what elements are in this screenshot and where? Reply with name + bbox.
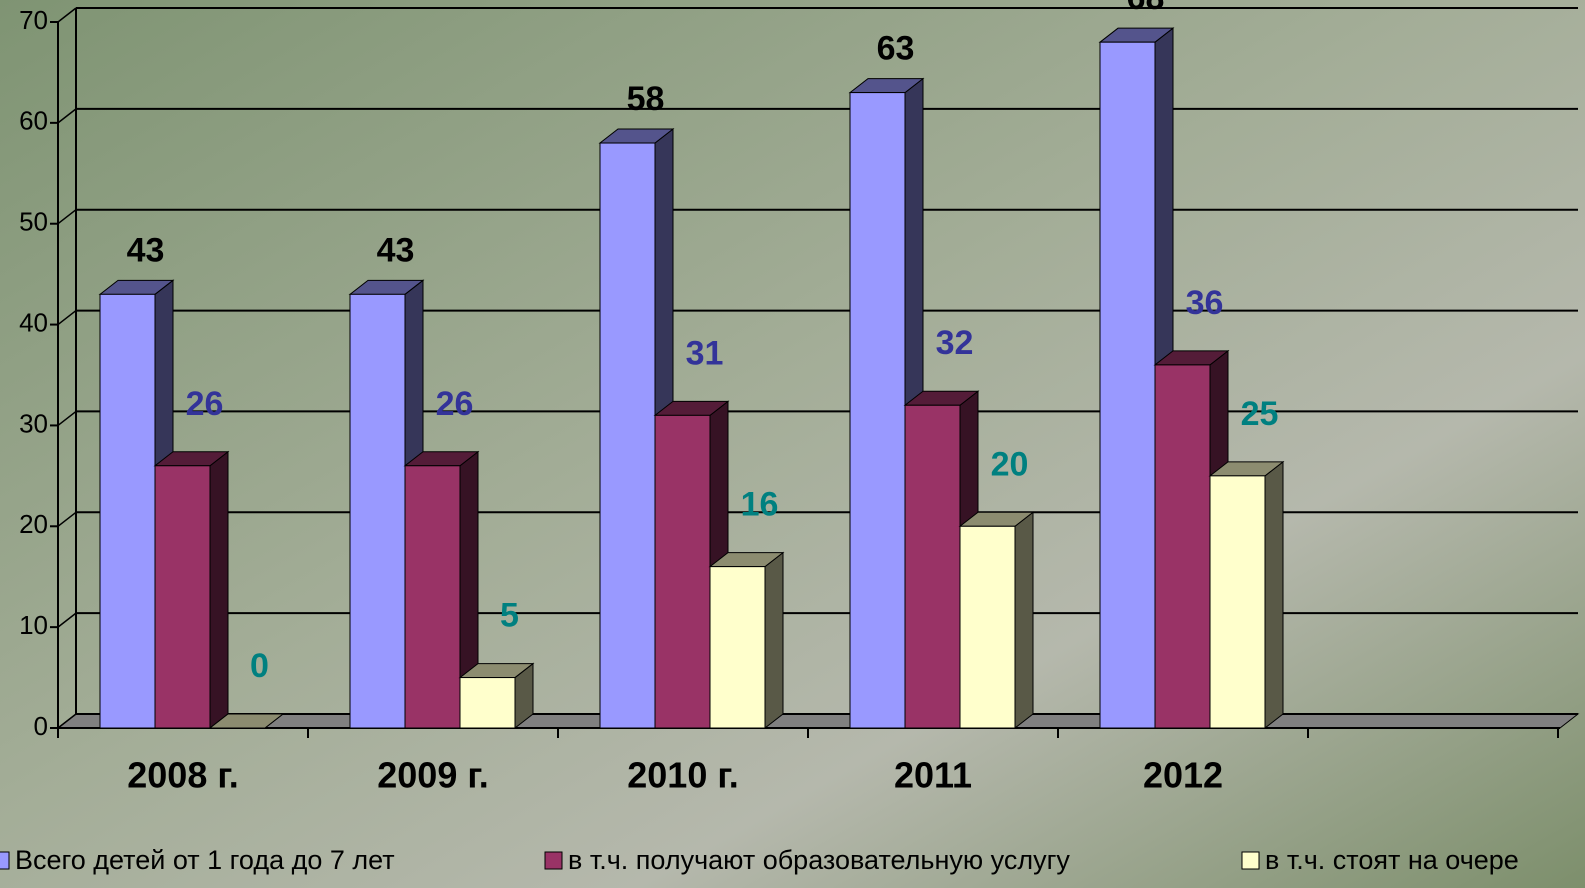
bar-side xyxy=(1014,511,1034,730)
bar xyxy=(1099,41,1156,729)
bar-side xyxy=(209,450,229,730)
bar xyxy=(154,465,211,729)
bar xyxy=(1209,475,1266,729)
bar-side xyxy=(1264,460,1284,730)
bar xyxy=(654,414,711,729)
value-label: 20 xyxy=(991,445,1029,483)
grid-line-side xyxy=(57,612,77,628)
floor xyxy=(56,713,1580,729)
bar xyxy=(904,404,961,729)
legend-marker xyxy=(0,851,10,870)
value-label: 26 xyxy=(436,385,474,423)
x-tick-label: 2008 г. xyxy=(127,755,238,796)
value-label: 5 xyxy=(500,597,519,635)
bar xyxy=(1154,364,1211,729)
value-label: 43 xyxy=(127,231,165,269)
bar xyxy=(404,465,461,729)
grid-line-side xyxy=(57,309,77,326)
bar xyxy=(459,677,516,729)
bar-top xyxy=(208,713,285,729)
bar xyxy=(709,566,766,729)
legend-label: Всего детей от 1 года до 7 лет xyxy=(15,845,395,875)
value-label: 68 xyxy=(1127,0,1165,17)
bar-side xyxy=(764,551,784,730)
bar xyxy=(959,525,1016,729)
value-label: 43 xyxy=(377,231,415,269)
grid-line-side xyxy=(57,511,77,527)
grid-line-side xyxy=(57,108,77,124)
value-label: 36 xyxy=(1186,284,1224,322)
y-tick-label: 30 xyxy=(19,408,48,438)
value-label: 63 xyxy=(877,30,915,68)
value-label: 32 xyxy=(936,324,974,362)
x-tick-label: 2012 xyxy=(1143,755,1223,796)
x-tick-label: 2011 xyxy=(894,755,972,796)
legend-marker xyxy=(544,851,563,870)
y-tick-label: 70 xyxy=(19,5,48,35)
value-label: 58 xyxy=(627,80,665,118)
legend-marker xyxy=(1241,851,1260,870)
legend-label: в т.ч. получают образовательную услугу xyxy=(568,845,1070,875)
value-label: 0 xyxy=(250,647,269,685)
value-label: 16 xyxy=(741,486,779,524)
grid-line-side xyxy=(57,713,77,729)
value-label: 25 xyxy=(1241,395,1279,433)
bar xyxy=(599,142,656,729)
x-tick-label: 2010 г. xyxy=(627,755,738,796)
bar xyxy=(99,293,156,729)
bar xyxy=(349,293,406,729)
bar xyxy=(849,92,906,729)
y-tick-label: 50 xyxy=(19,207,48,237)
y-tick-label: 10 xyxy=(19,610,48,640)
y-tick-label: 60 xyxy=(19,106,48,136)
legend-label: в т.ч. стоят на очере xyxy=(1265,845,1519,875)
y-tick-label: 0 xyxy=(34,711,48,741)
grid-line-side xyxy=(57,209,77,225)
y-tick-label: 20 xyxy=(19,509,48,539)
y-tick-label: 40 xyxy=(19,307,48,337)
grid-line-side xyxy=(57,7,77,23)
value-label: 26 xyxy=(186,385,224,423)
grid-line-side xyxy=(57,410,77,427)
value-label: 31 xyxy=(686,334,724,372)
x-tick-label: 2009 г. xyxy=(377,755,488,796)
